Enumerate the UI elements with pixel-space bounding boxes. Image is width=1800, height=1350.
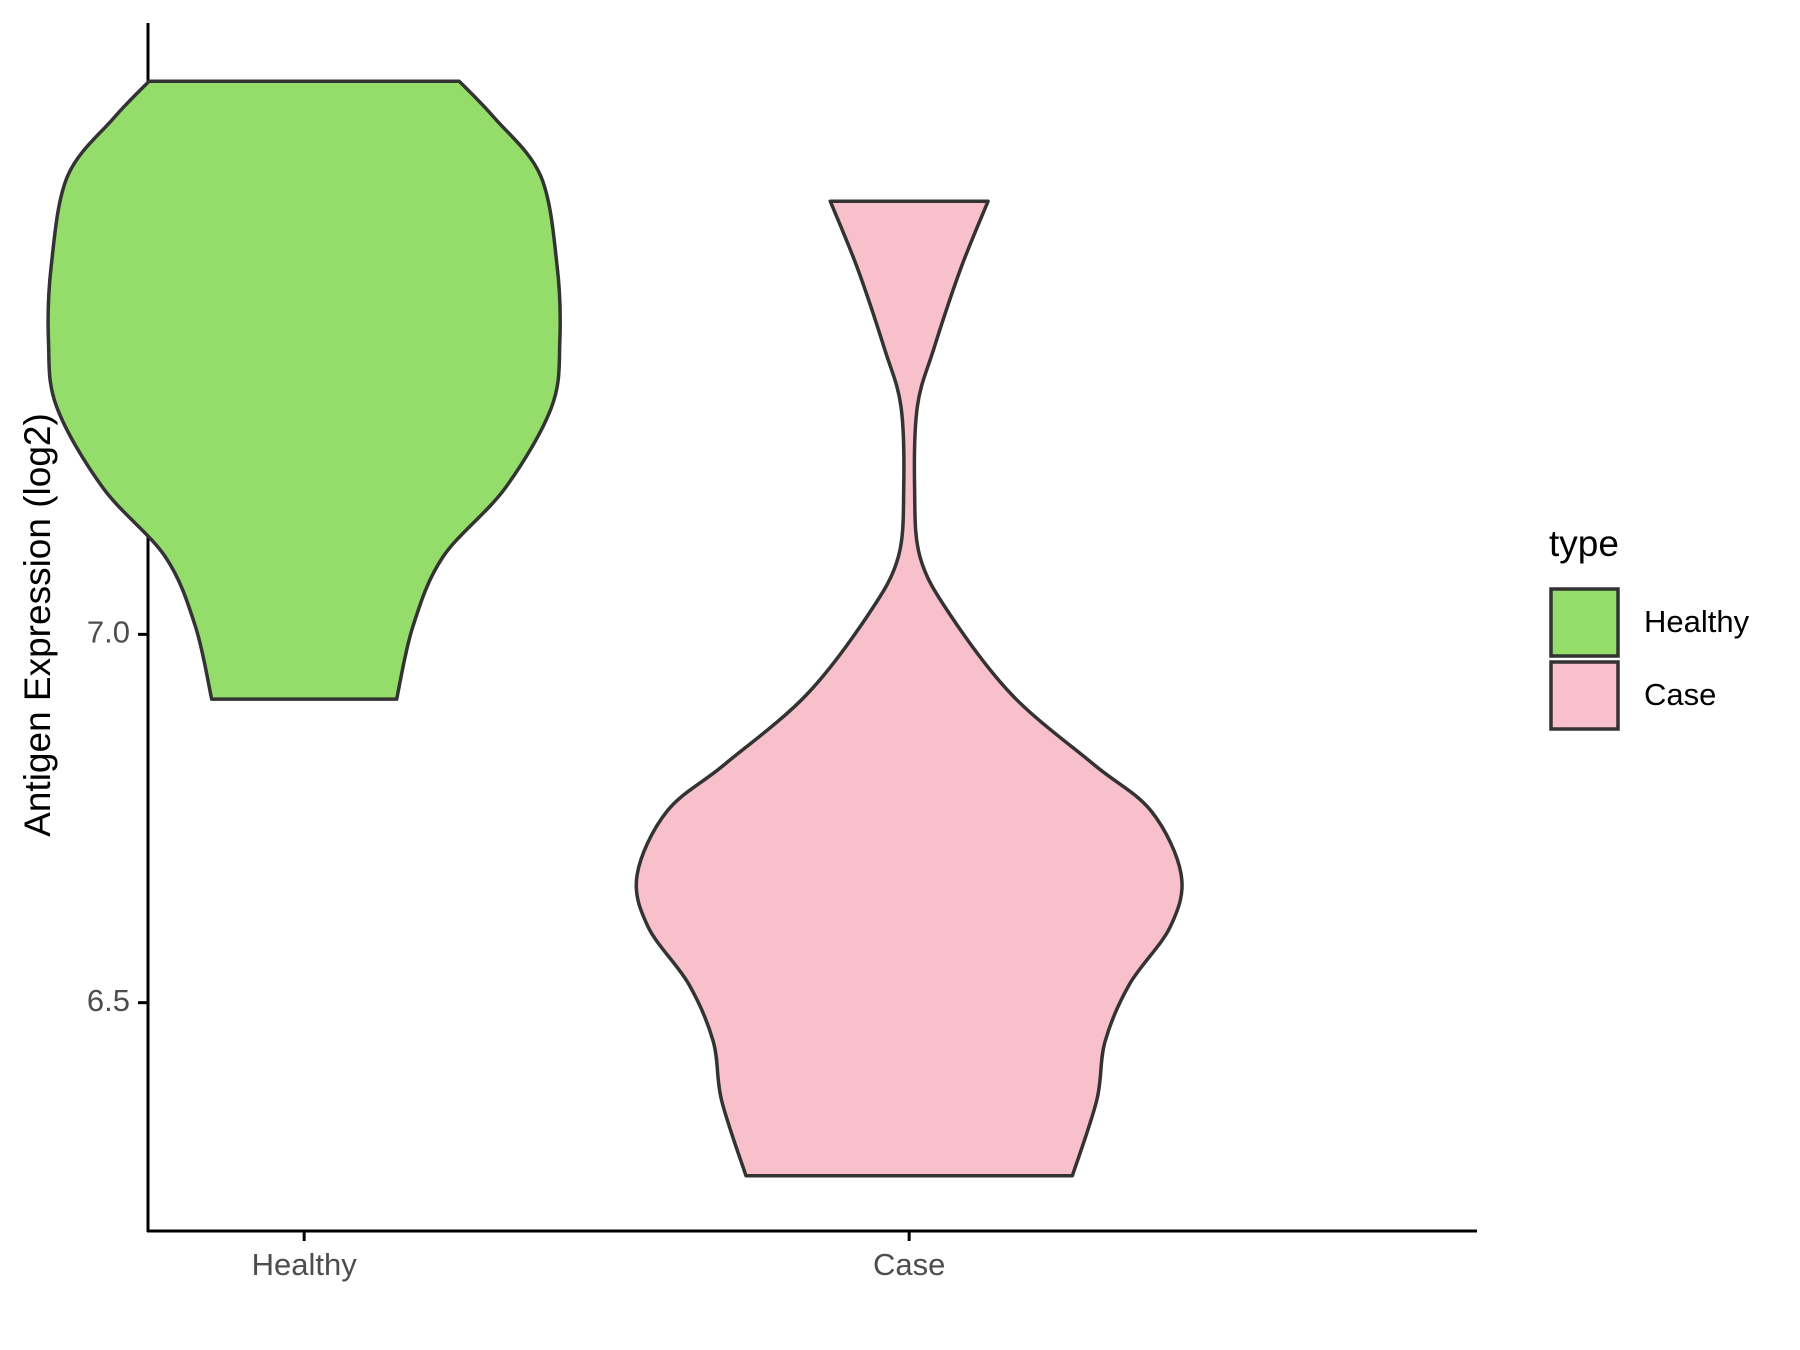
y-axis-title: Antigen Expression (log2) <box>17 413 58 837</box>
x-tick-label: Case <box>873 1247 945 1282</box>
legend-label: Healthy <box>1644 604 1750 639</box>
violin <box>634 199 1184 1178</box>
legend-title: type <box>1549 523 1619 564</box>
x-tick-label: Healthy <box>252 1247 358 1282</box>
y-tick-label: 7.0 <box>87 615 130 650</box>
y-tick-label: 6.5 <box>87 983 130 1018</box>
violin <box>46 79 562 701</box>
legend-label: Case <box>1644 677 1716 712</box>
legend-swatch <box>1549 660 1620 731</box>
legend-swatch <box>1549 587 1620 658</box>
